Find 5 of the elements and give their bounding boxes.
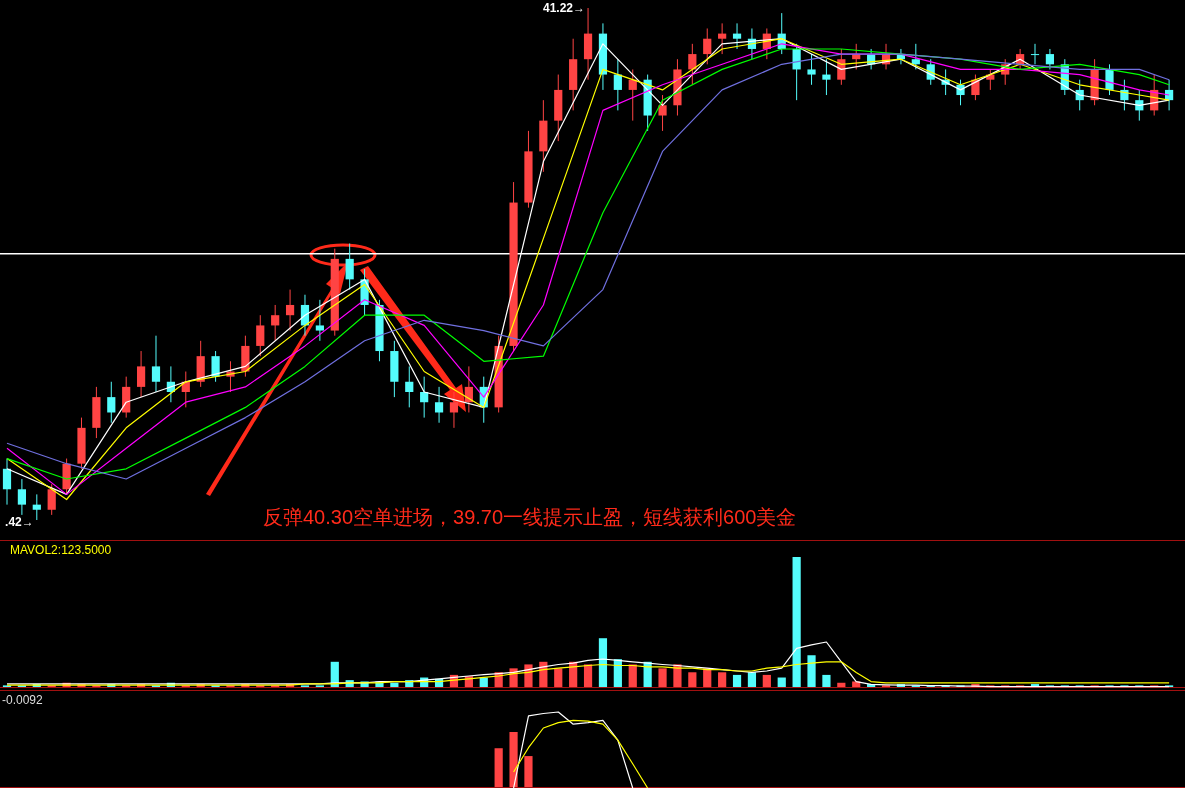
text: -0.0092 <box>2 693 44 707</box>
annotation: 41.22→ <box>543 1 586 15</box>
annotation: 反弹40.30空单进场，39.70一线提示止盈，短线获利600美金 <box>263 506 797 528</box>
text: MAVOL2:123.5000 <box>10 543 112 557</box>
annotation: .42→ <box>5 515 34 529</box>
